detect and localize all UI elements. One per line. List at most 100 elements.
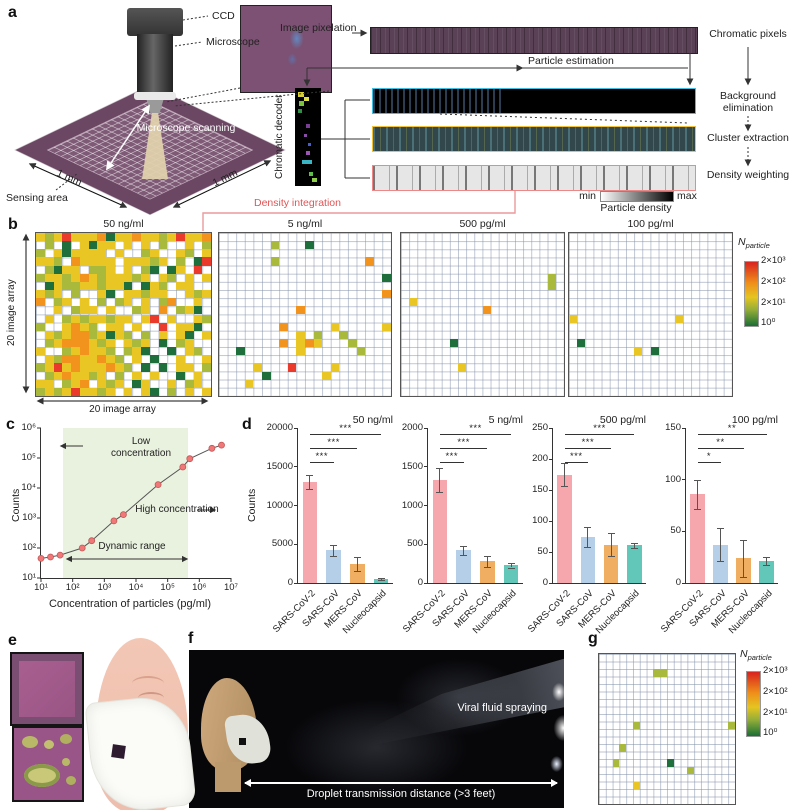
heatmap-cell	[62, 347, 71, 356]
heatmap-cell	[114, 363, 124, 372]
heatmap-cell	[348, 338, 357, 348]
heatmap-cell	[449, 338, 459, 348]
heatmap-cell	[193, 233, 203, 242]
droplet-chip-inset	[12, 726, 84, 802]
y-tick-label: 150	[532, 484, 548, 495]
microscope-body	[137, 34, 173, 94]
heatmap-cell	[141, 273, 150, 282]
eyebrow	[132, 676, 164, 691]
panel-c-label: c	[6, 416, 15, 433]
heatmap-cell	[97, 290, 106, 299]
significance-line	[439, 448, 488, 449]
low-concentration-annotation: Low concentration	[110, 436, 172, 459]
heatmap-cell	[176, 330, 185, 339]
chart-title: 100 pg/ml	[731, 414, 778, 426]
heatmap-cell	[62, 322, 71, 331]
y-tick	[424, 582, 428, 584]
heatmap-cell	[193, 298, 203, 307]
heatmap-cell	[158, 290, 168, 299]
heatmap-cell	[193, 347, 203, 356]
heatmap-cell	[71, 314, 80, 323]
heatmap-cell	[158, 298, 168, 307]
chromatic-decoder-label: Chromatic decoder	[274, 94, 285, 180]
heatmap-cell	[114, 298, 124, 307]
x-tick-label: 10⁶	[192, 582, 207, 593]
heatmap-cell	[88, 338, 98, 348]
heatmap-cell	[123, 265, 133, 274]
viral-fluid-label: Viral fluid spraying	[457, 702, 547, 714]
b-colorbar-title: Nparticle	[738, 236, 770, 251]
heatmap-cell	[184, 338, 194, 348]
heatmap-cell	[97, 265, 106, 274]
error-bar	[463, 545, 465, 556]
heatmap-cell	[141, 298, 150, 307]
heatmap-cell	[184, 273, 194, 282]
heatmap-cell	[123, 273, 133, 282]
heatmap-cell	[79, 241, 89, 250]
heatmap-cell	[114, 249, 124, 258]
heatmap-cell	[158, 257, 168, 266]
heatmap-cell	[97, 363, 106, 372]
barchart-500pgml: 500 pg/ml 0 50 100 150 200 250 SARS-CoV-2 SARS-C…	[525, 414, 646, 636]
error-cap	[483, 555, 491, 557]
error-cap	[763, 557, 770, 559]
high-concentration-annotation: High concentration	[135, 504, 219, 515]
heatmap-cell	[653, 669, 661, 677]
heatmap-cell	[184, 322, 194, 331]
heatmap-cell	[158, 322, 168, 331]
significance-stars: ***	[315, 451, 329, 462]
significance-stars: ***	[457, 437, 470, 448]
heatmap-cell	[79, 257, 89, 266]
heatmap-cell	[88, 355, 98, 364]
heatmap-cell	[132, 306, 141, 315]
heatmap-cell	[123, 241, 133, 250]
error-cap	[740, 576, 747, 578]
flow-step-background-elimination: Background elimination	[719, 90, 777, 115]
y-tick	[549, 551, 553, 553]
significance-line	[309, 448, 358, 449]
heatmap-cell	[123, 233, 133, 242]
error-cap	[740, 539, 747, 541]
heatmap-cell	[88, 322, 98, 331]
density-integration-label: Density integration	[254, 197, 341, 209]
heatmap-cell	[106, 363, 115, 372]
x-tick-label: 10³	[97, 582, 112, 593]
heatmap-cell	[184, 387, 194, 396]
error-bar	[510, 562, 512, 568]
g-colorbar-tick: 2×10¹	[763, 707, 788, 718]
error-cap	[694, 479, 701, 481]
heatmap-cell	[97, 347, 106, 356]
heatmap-cell	[149, 249, 159, 258]
y-tick	[424, 543, 428, 545]
ccd-camera	[127, 8, 183, 36]
significance-stars: **	[716, 437, 725, 448]
heatmap-cell	[176, 233, 185, 242]
heatmap-cell	[569, 314, 578, 323]
heatmap-cell	[202, 355, 211, 364]
heatmap-cell	[71, 330, 80, 339]
particle-density-label: Particle density	[600, 202, 672, 214]
heatmap-cell	[296, 330, 305, 339]
error-bar	[380, 577, 382, 581]
b-colorbar-tick: 2×10²	[761, 276, 786, 287]
error-cap	[330, 545, 338, 547]
heatmap-cell	[202, 273, 211, 282]
panel-b-label: b	[8, 216, 18, 233]
bar-MERS-CoV	[603, 544, 619, 583]
heatmap-cell	[193, 306, 203, 315]
heatmap-cell	[71, 257, 80, 266]
error-cap	[306, 475, 314, 477]
clean-chip-inset	[10, 652, 84, 726]
heatmap-cell	[141, 363, 150, 372]
heatmap-cell	[141, 314, 150, 323]
microscope-tip	[146, 100, 164, 114]
heatmap-cell	[71, 281, 80, 291]
bar-SARS-CoV-2	[690, 494, 705, 583]
heatmap-cell	[44, 379, 54, 388]
bar-SARS-CoV	[713, 544, 728, 583]
heatmap-cell	[62, 355, 71, 364]
heatmap-cell	[88, 265, 98, 274]
heatmap-cell	[132, 355, 141, 364]
heatmap-title: 50 ng/ml	[103, 218, 144, 230]
y-tick-label: 10⁴	[21, 482, 36, 493]
